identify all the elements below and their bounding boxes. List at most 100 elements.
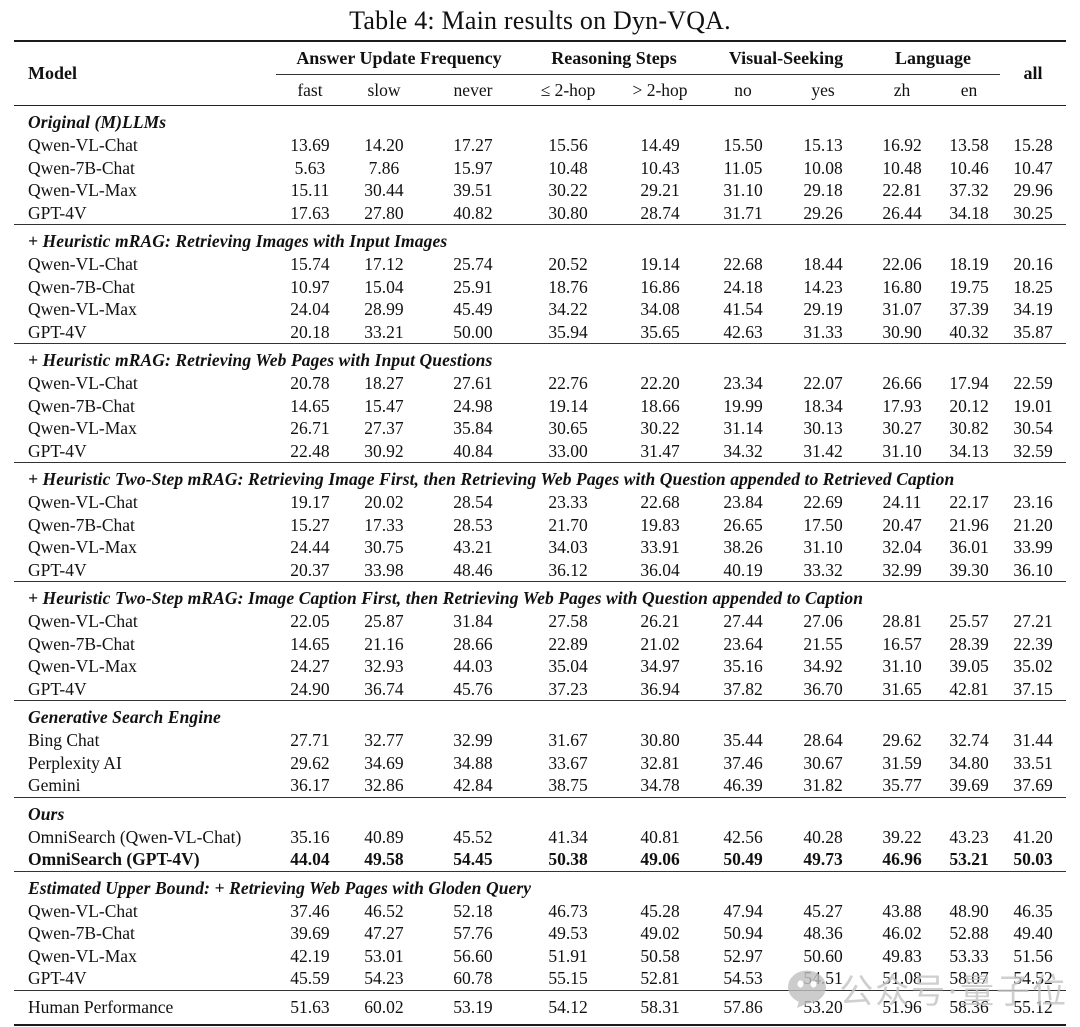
- model-name-cell: Qwen-VL-Chat: [27, 492, 138, 512]
- model-name-cell: Qwen-VL-Max: [27, 180, 137, 200]
- table-row: Qwen-VL-Max 42.19 53.01 56.60 51.91 50.58 52.9…: [14, 945, 1066, 968]
- score-cell: 16.92: [882, 135, 922, 155]
- score-cell: 36.01: [949, 537, 989, 557]
- model-name-cell: OmniSearch (Qwen-VL-Chat): [27, 826, 242, 847]
- score-cell: 51.91: [548, 945, 588, 966]
- score-cell: 42.81: [949, 678, 989, 699]
- score-cell: 22.69: [803, 492, 843, 512]
- score-cell: 31.84: [453, 611, 493, 631]
- score-cell: 21.20: [1013, 514, 1053, 535]
- score-cell: 22.20: [640, 373, 680, 393]
- table-row: GPT-4V 24.90 36.74 45.76 37.23 36.94 37.82 36.7…: [14, 678, 1066, 701]
- score-cell: 33.32: [803, 559, 843, 580]
- score-cell: 25.74: [453, 254, 493, 274]
- score-cell: 37.15: [1013, 678, 1053, 699]
- score-cell: 53.21: [949, 849, 989, 869]
- score-cell: 26.65: [723, 514, 763, 535]
- section-heading: Ours: [13, 796, 1067, 826]
- score-cell: 35.77: [882, 775, 922, 795]
- model-name-cell: Perplexity AI: [27, 752, 122, 773]
- score-cell: 17.27: [453, 135, 493, 155]
- subheader-no: no: [706, 74, 780, 106]
- score-cell: 51.63: [275, 989, 344, 1025]
- model-name-cell: Qwen-VL-Max: [27, 299, 137, 319]
- table-row: Qwen-7B-Chat 14.65 21.16 28.66 22.89 21.02 23.…: [14, 633, 1066, 656]
- score-cell: 57.86: [706, 989, 780, 1025]
- score-cell: 54.45: [453, 849, 493, 869]
- score-cell: 24.04: [290, 299, 330, 319]
- score-cell: 40.81: [640, 826, 680, 847]
- score-cell: 40.84: [453, 440, 493, 461]
- score-cell: 28.66: [453, 633, 493, 654]
- table-row: Qwen-VL-Max 24.44 30.75 43.21 34.03 33.91 38.2…: [14, 536, 1066, 559]
- table-row: Qwen-VL-Chat 22.05 25.87 31.84 27.58 26.21 27.…: [14, 610, 1066, 633]
- score-cell: 52.97: [723, 945, 763, 966]
- score-cell: 30.44: [364, 180, 404, 200]
- score-cell: 49.02: [640, 923, 680, 943]
- score-cell: 54.51: [803, 968, 843, 988]
- score-cell: 55.12: [1000, 989, 1067, 1025]
- score-cell: 32.99: [453, 730, 493, 750]
- score-cell: 19.17: [290, 492, 330, 512]
- score-cell: 48.36: [803, 923, 843, 943]
- table-caption: Table 4: Main results on Dyn-VQA.: [349, 6, 731, 35]
- score-cell: 57.76: [453, 923, 493, 943]
- score-cell: 35.87: [1013, 321, 1053, 342]
- score-cell: 27.06: [803, 611, 843, 631]
- score-cell: 35.84: [453, 418, 493, 438]
- score-cell: 23.16: [1013, 492, 1053, 512]
- score-cell: 56.60: [453, 945, 493, 966]
- score-cell: 14.20: [364, 135, 404, 155]
- section-heading-row: Generative Search Engine: [13, 700, 1067, 729]
- table-row: Qwen-VL-Max 24.27 32.93 44.03 35.04 34.97 35.1…: [14, 655, 1066, 678]
- score-cell: 49.58: [364, 849, 404, 869]
- score-cell: 46.96: [882, 849, 922, 869]
- score-cell: 28.53: [453, 514, 493, 535]
- score-cell: 27.80: [364, 202, 404, 223]
- score-cell: 23.33: [548, 492, 588, 512]
- score-cell: 33.51: [1013, 752, 1053, 773]
- table-row: OmniSearch (GPT-4V) 44.04 49.58 54.45 50.38 4…: [14, 848, 1066, 871]
- score-cell: 31.59: [882, 752, 922, 773]
- score-cell: 46.52: [364, 900, 404, 921]
- score-cell: 17.63: [290, 202, 330, 223]
- score-cell: 21.96: [949, 514, 989, 535]
- score-cell: 33.67: [548, 752, 588, 773]
- section-heading: + Heuristic Two-Step mRAG: Retrieving Im…: [13, 462, 1067, 491]
- model-name-cell: GPT-4V: [27, 678, 87, 699]
- score-cell: 54.52: [1013, 968, 1053, 988]
- score-cell: 46.39: [723, 775, 763, 795]
- score-cell: 17.93: [882, 395, 922, 416]
- score-cell: 35.02: [1013, 656, 1053, 676]
- model-name-cell: OmniSearch (GPT-4V): [27, 849, 200, 869]
- score-cell: 21.55: [803, 633, 843, 654]
- score-cell: 42.63: [723, 321, 763, 342]
- score-cell: 31.65: [882, 678, 922, 699]
- group-header-visual-seeking: Visual-Seeking: [706, 41, 867, 75]
- score-cell: 36.12: [548, 559, 588, 580]
- score-cell: 28.81: [882, 611, 922, 631]
- model-name-cell: Qwen-VL-Max: [27, 418, 137, 438]
- score-cell: 28.99: [364, 299, 404, 319]
- score-cell: 19.14: [640, 254, 680, 274]
- score-cell: 51.96: [866, 989, 939, 1025]
- score-cell: 31.10: [803, 537, 843, 557]
- score-cell: 14.65: [290, 395, 330, 416]
- section-heading-row: + Heuristic mRAG: Retrieving Web Pages w…: [13, 343, 1067, 372]
- model-name-cell: Human Performance: [13, 989, 276, 1025]
- score-cell: 39.22: [882, 826, 922, 847]
- table-row: Qwen-VL-Chat 13.69 14.20 17.27 15.56 14.49 15.…: [14, 134, 1066, 157]
- score-cell: 25.91: [453, 276, 493, 297]
- section-heading-row: Ours: [13, 796, 1067, 826]
- score-cell: 21.02: [640, 633, 680, 654]
- score-cell: 22.48: [290, 440, 330, 461]
- score-cell: 50.03: [1013, 849, 1053, 869]
- score-cell: 27.37: [364, 418, 404, 438]
- score-cell: 15.97: [453, 157, 493, 178]
- score-cell: 44.03: [453, 656, 493, 676]
- score-cell: 45.27: [803, 900, 843, 921]
- score-cell: 55.15: [548, 968, 588, 988]
- table-body: Original (M)LLMs Qwen-VL-Chat 13.69 14.20 17…: [13, 106, 1067, 1025]
- score-cell: 34.03: [548, 537, 588, 557]
- score-cell: 18.25: [1013, 276, 1053, 297]
